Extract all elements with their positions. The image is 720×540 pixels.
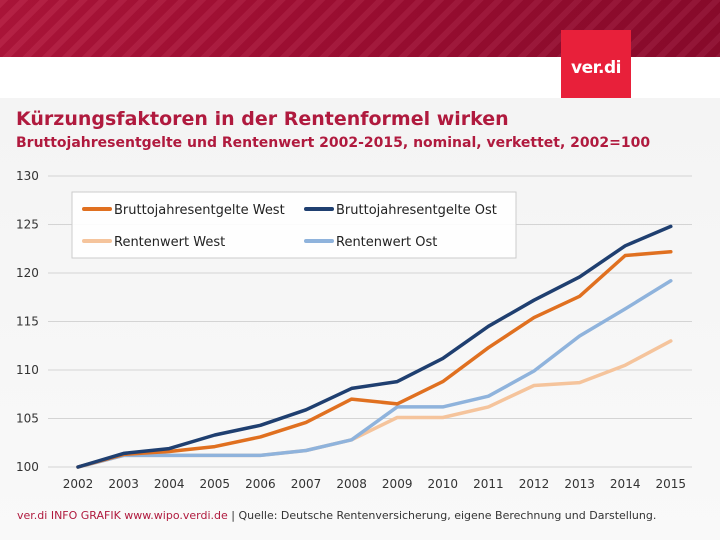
x-tick-2014: 2014 <box>610 477 641 491</box>
series-line-bruttojahresentgelte-ost <box>76 224 673 469</box>
legend-label-bruttojahresentgelte-west: Bruttojahresentgelte West <box>114 203 285 218</box>
y-tick-110: 110 <box>16 363 39 377</box>
series-lines <box>76 224 673 469</box>
x-tick-2013: 2013 <box>564 477 595 491</box>
legend-label-bruttojahresentgelte-ost: Bruttojahresentgelte Ost <box>336 203 497 218</box>
footer-source-text: | Quelle: Deutsche Rentenversicherung, e… <box>227 509 657 522</box>
x-tick-2005: 2005 <box>200 477 231 491</box>
y-tick-120: 120 <box>16 266 39 280</box>
y-tick-100: 100 <box>16 460 39 474</box>
verdi-logo: ver.di <box>561 30 631 98</box>
chart-title: Kürzungsfaktoren in der Rentenformel wir… <box>16 108 509 130</box>
legend-label-rentenwert-west: Rentenwert West <box>114 235 225 250</box>
footer-source: ver.di INFO GRAFIK www.wipo.verdi.de | Q… <box>17 509 656 522</box>
x-tick-2003: 2003 <box>108 477 139 491</box>
chart-subtitle: Bruttojahresentgelte und Rentenwert 2002… <box>16 135 651 151</box>
x-tick-2011: 2011 <box>473 477 504 491</box>
header-bar <box>0 0 720 57</box>
x-tick-2004: 2004 <box>154 477 185 491</box>
y-tick-130: 130 <box>16 169 39 183</box>
logo-text: ver.di <box>570 58 622 78</box>
footer-credit: ver.di INFO GRAFIK www.wipo.verdi.de <box>17 509 228 522</box>
chart-panel <box>0 98 720 540</box>
legend: Bruttojahresentgelte West Bruttojahresent… <box>71 191 517 259</box>
x-tick-2009: 2009 <box>382 477 413 491</box>
series-line-bruttojahresentgelte-west <box>76 249 673 469</box>
x-tick-2015: 2015 <box>656 477 687 491</box>
x-tick-2012: 2012 <box>519 477 550 491</box>
legend-box <box>71 191 517 259</box>
series-line-rentenwert-ost <box>76 279 673 469</box>
x-tick-2007: 2007 <box>291 477 322 491</box>
x-tick-2006: 2006 <box>245 477 276 491</box>
y-tick-115: 115 <box>16 315 39 329</box>
legend-label-rentenwert-ost: Rentenwert Ost <box>336 235 437 250</box>
y-tick-105: 105 <box>16 412 39 426</box>
x-tick-2010: 2010 <box>428 477 459 491</box>
x-tick-2002: 2002 <box>63 477 94 491</box>
y-tick-125: 125 <box>16 218 39 232</box>
x-tick-labels: 2002 2003 2004 2005 2006 2007 2008 2009 2010 2011… <box>63 477 686 491</box>
x-tick-2008: 2008 <box>336 477 367 491</box>
y-tick-labels: 100 105 110 115 120 125 130 <box>16 169 39 474</box>
